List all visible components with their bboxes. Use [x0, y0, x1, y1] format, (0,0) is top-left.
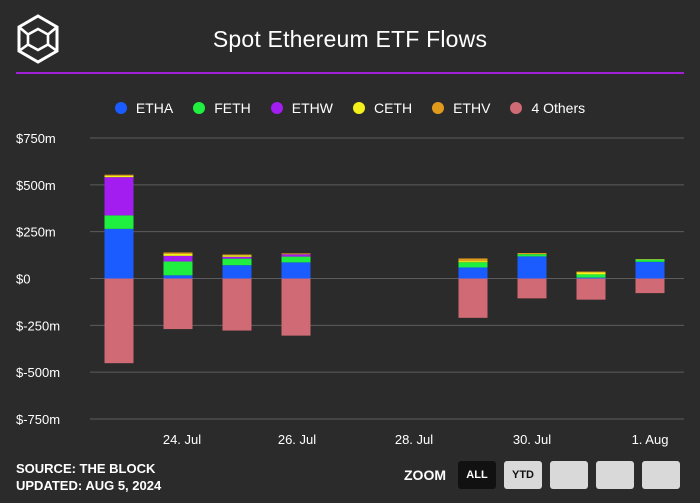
legend-label: ETHW: [291, 100, 333, 116]
legend-swatch: [114, 102, 127, 114]
bar-feth-1: [163, 261, 193, 276]
bar-feth-6: [576, 274, 606, 278]
bar-etha-1: [163, 275, 193, 279]
bar-ethv-1: [163, 252, 193, 254]
zoom-all-button[interactable]: ALL: [458, 461, 496, 489]
bar-feth-5: [517, 254, 547, 257]
bar-ethv-7: [635, 259, 665, 260]
legend-label: FETH: [214, 100, 251, 116]
bar-ethv-0: [104, 174, 134, 176]
y-tick-label: $0: [16, 272, 30, 287]
bar-4-others-5: [517, 278, 547, 299]
chart-title: Spot Ethereum ETF Flows: [212, 26, 488, 52]
bar-etha-7: [635, 261, 665, 279]
bar-ethv-2: [222, 254, 252, 256]
bar-ethv-3: [281, 253, 311, 255]
bar-ceth-0: [104, 175, 134, 178]
legend-label: CETH: [373, 100, 413, 116]
bar-ceth-1: [163, 253, 193, 256]
y-tick-label: $-250m: [16, 318, 60, 333]
bar-ethv-4: [458, 258, 488, 262]
bar-etha-3: [281, 262, 311, 279]
y-tick-label: $-750m: [16, 412, 60, 427]
footer-credits: SOURCE: THE BLOCK UPDATED: AUG 5, 2024: [16, 460, 161, 494]
bar-4-others-2: [222, 278, 252, 331]
chart-legend: ETHA FETH ETHW CETH ETHV 4 Others: [0, 97, 700, 119]
legend-label: 4 Others: [531, 100, 586, 116]
bar-etha-5: [517, 256, 547, 279]
bar-etha-6: [576, 277, 606, 279]
legend-swatch: [193, 102, 206, 114]
legend-item-ceth[interactable]: CETH: [352, 100, 413, 116]
legend-swatch: [352, 102, 365, 114]
bar-etha-4: [458, 267, 488, 279]
legend-item-ethv[interactable]: ETHV: [432, 100, 490, 116]
header-divider: [16, 72, 684, 74]
legend-item-feth[interactable]: FETH: [193, 100, 251, 116]
x-tick-label: 1. Aug: [632, 432, 669, 447]
header: Spot Ethereum ETF Flows: [0, 0, 700, 74]
y-tick-label: $250m: [16, 225, 56, 240]
legend-label: ETHA: [135, 100, 174, 116]
source-label: SOURCE: THE BLOCK: [16, 461, 156, 476]
bar-feth-7: [635, 259, 665, 262]
zoom-controls: ZOOM ALL YTD: [404, 460, 680, 490]
legend-item-4-others[interactable]: 4 Others: [510, 100, 585, 116]
bar-ethv-5: [517, 253, 547, 255]
bar-feth-2: [222, 258, 252, 266]
bar-feth-4: [458, 262, 488, 268]
x-tick-label: 30. Jul: [513, 432, 551, 447]
bar-4-others-0: [104, 278, 134, 364]
chart-canvas: $750m $500m $250m $0 $-250m $-500m $-750m 24. J…: [16, 131, 684, 447]
bar-4-others-1: [163, 278, 193, 330]
bar-ceth-4: [458, 261, 488, 263]
bar-ceth-6: [576, 272, 606, 275]
bar-etha-0: [104, 228, 134, 279]
zoom-ytd-button[interactable]: YTD: [504, 461, 542, 489]
the-block-logo-icon: [17, 14, 59, 64]
x-tick-label: 24. Jul: [163, 432, 201, 447]
bar-ethw-0: [104, 177, 134, 216]
bar-4-others-6: [576, 278, 606, 300]
bar-ceth-2: [222, 255, 252, 257]
bar-ethw-2: [222, 256, 252, 259]
legend-swatch: [270, 102, 283, 114]
zoom-button-5[interactable]: [642, 461, 680, 489]
legend-swatch: [510, 102, 523, 114]
legend-label: ETHV: [453, 100, 491, 116]
bar-feth-0: [104, 215, 134, 229]
legend-item-etha[interactable]: ETHA: [114, 100, 174, 116]
updated-label: UPDATED: AUG 5, 2024: [16, 478, 162, 493]
bar-ethw-1: [163, 255, 193, 262]
y-tick-label: $750m: [16, 131, 56, 146]
bar-4-others-4: [458, 278, 488, 318]
x-tick-label: 28. Jul: [395, 432, 433, 447]
zoom-button-3[interactable]: [550, 461, 588, 489]
bar-feth-3: [281, 256, 311, 263]
y-tick-label: $500m: [16, 178, 56, 193]
bar-4-others-3: [281, 278, 311, 336]
y-tick-label: $-500m: [16, 365, 60, 380]
zoom-button-4[interactable]: [596, 461, 634, 489]
legend-item-ethw[interactable]: ETHW: [270, 100, 333, 116]
bar-ethw-3: [281, 254, 311, 257]
legend-swatch: [432, 102, 445, 114]
zoom-label: ZOOM: [404, 467, 446, 483]
bar-4-others-7: [635, 278, 665, 294]
x-tick-label: 26. Jul: [278, 432, 316, 447]
bar-ethv-6: [576, 271, 606, 273]
bar-etha-2: [222, 265, 252, 279]
